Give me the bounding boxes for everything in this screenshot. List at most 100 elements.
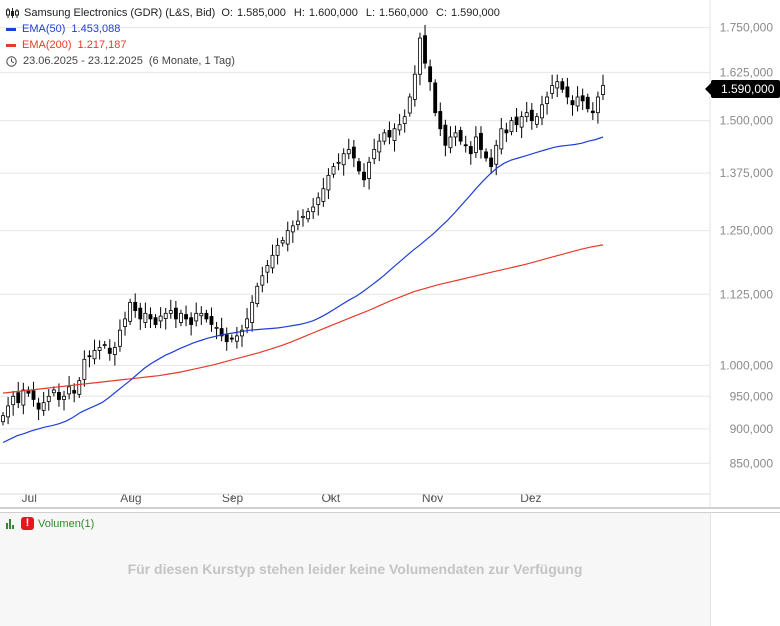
- x-tick-label: Nov: [422, 491, 443, 505]
- candle-body: [128, 301, 133, 322]
- ema200-line: [2, 244, 604, 394]
- volume-axis: [710, 512, 780, 626]
- x-tick-label: Sep: [222, 491, 244, 505]
- candle-body: [51, 389, 56, 394]
- candle: [112, 342, 117, 366]
- candle-body: [504, 129, 509, 134]
- candle-body: [372, 149, 377, 160]
- candle: [357, 158, 361, 175]
- candle-body: [301, 215, 305, 218]
- candle: [458, 126, 463, 145]
- candle-body: [148, 314, 153, 320]
- candle: [524, 101, 529, 123]
- candle: [16, 381, 21, 409]
- plot-area: [0, 0, 710, 508]
- candle-body: [219, 328, 224, 337]
- volume-header[interactable]: ! Volumen(1): [6, 517, 94, 530]
- candle: [163, 307, 168, 330]
- candle: [372, 138, 377, 165]
- candle-body: [499, 128, 504, 150]
- candle-body: [331, 166, 336, 175]
- candle-body: [290, 225, 295, 233]
- candle-body: [509, 120, 514, 133]
- candle-body: [473, 136, 478, 153]
- price-chart[interactable]: 850,000 900,000 950,000 1.000,000 1.125,000 1…: [0, 0, 780, 512]
- candle-body: [123, 318, 127, 327]
- bar-chart-icon: [6, 518, 15, 529]
- x-tick-label: Jul: [22, 491, 37, 505]
- candle: [311, 198, 316, 219]
- candle: [382, 129, 387, 145]
- candle-body: [6, 405, 11, 418]
- candle: [575, 86, 580, 112]
- candle: [387, 121, 392, 145]
- candle: [143, 302, 148, 328]
- candle-body: [565, 86, 570, 98]
- ema50-value: 1.453,088: [71, 23, 121, 35]
- candle: [341, 148, 346, 176]
- candle: [468, 141, 473, 165]
- candle: [67, 376, 72, 400]
- legend-ema200[interactable]: EMA(200) 1.217,187: [6, 37, 508, 53]
- y-tick-label: 1.125,000: [720, 287, 774, 301]
- candle-body: [519, 116, 524, 128]
- candle: [194, 302, 199, 327]
- candle-body: [570, 100, 575, 106]
- candle-body: [11, 395, 16, 406]
- candle: [550, 74, 555, 99]
- candle-body: [423, 35, 427, 64]
- candle: [301, 209, 305, 227]
- candle: [189, 312, 194, 336]
- candle: [585, 93, 590, 113]
- grid-lines: [0, 27, 710, 464]
- legend-date-range: 23.06.2025 - 23.12.2025 (6 Monate, 1 Tag…: [6, 53, 508, 69]
- candle: [519, 111, 524, 139]
- candle-body: [479, 132, 483, 150]
- candle-body: [484, 151, 488, 159]
- low-value: 1.560,000: [379, 7, 428, 19]
- y-tick-label: 1.500,000: [720, 114, 774, 128]
- candlestick-icon: [6, 8, 19, 18]
- candle-body: [240, 329, 244, 337]
- candle-body: [158, 315, 163, 322]
- candle-body: [418, 37, 422, 75]
- candle-body: [199, 312, 204, 317]
- candle: [504, 122, 509, 142]
- candle: [529, 103, 534, 130]
- candle-body: [560, 81, 565, 90]
- candle-body: [433, 82, 438, 114]
- candle: [77, 377, 82, 398]
- candle: [463, 135, 468, 153]
- candle: [473, 126, 478, 158]
- candle: [580, 88, 585, 110]
- period-label: (6 Monate, 1 Tag): [148, 55, 235, 67]
- candle-body: [209, 316, 214, 325]
- volume-title: Volumen(1): [38, 517, 95, 530]
- candle-body: [336, 161, 341, 164]
- candle: [234, 326, 239, 349]
- candle: [46, 389, 51, 411]
- candle-body: [82, 358, 87, 380]
- ema50-swatch: [6, 27, 16, 31]
- candle-body: [438, 111, 443, 130]
- candle: [443, 119, 448, 157]
- candle: [392, 123, 397, 152]
- candle: [1, 412, 5, 426]
- candle-body: [468, 146, 473, 155]
- candle: [97, 340, 102, 360]
- warning-icon: !: [21, 517, 34, 530]
- x-tick-label: Okt: [322, 491, 341, 505]
- candle: [336, 153, 341, 171]
- candle: [407, 93, 412, 117]
- candle-body: [555, 81, 560, 89]
- legend-ema50[interactable]: EMA(50) 1.453,088: [6, 21, 508, 37]
- candle-body: [179, 312, 183, 323]
- candle: [280, 236, 285, 247]
- candle-body: [118, 329, 122, 347]
- candle: [540, 95, 544, 126]
- candle-body: [97, 347, 102, 351]
- candle-body: [545, 96, 549, 104]
- candle: [6, 396, 11, 425]
- candle-body: [133, 301, 138, 311]
- candle-body: [580, 95, 585, 102]
